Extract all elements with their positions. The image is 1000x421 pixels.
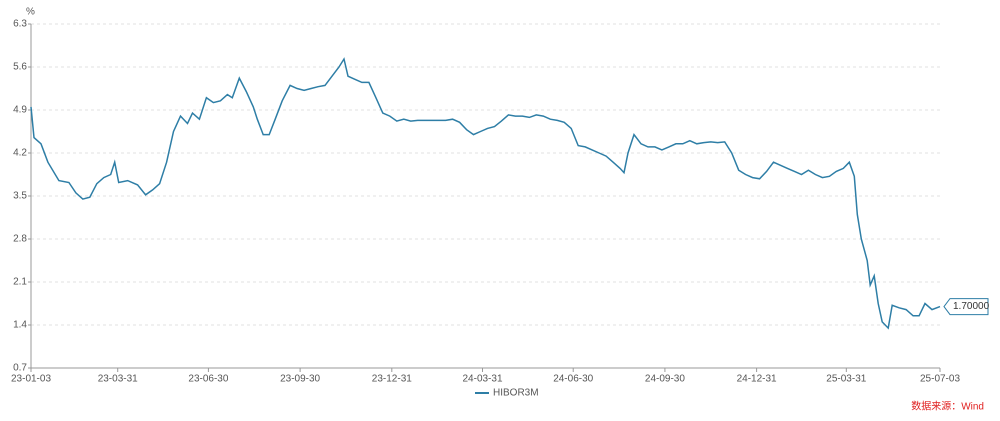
- x-tick-label: 24-06-30: [553, 374, 593, 385]
- x-tick-label: 24-03-31: [462, 374, 502, 385]
- y-tick-label: 4.2: [13, 148, 27, 159]
- y-tick-label: 3.5: [13, 191, 27, 202]
- line: [30, 57, 941, 330]
- y-tick-label: 1.4: [13, 320, 27, 331]
- x-tick-label: 23-06-30: [188, 374, 228, 385]
- x-tick-label: 23-03-31: [98, 374, 138, 385]
- x-tick-label: 23-12-31: [372, 374, 412, 385]
- x-tick-label: 23-09-30: [280, 374, 320, 385]
- y-tick-label: 0.7: [13, 363, 27, 374]
- x-tick-label: 23-01-03: [11, 374, 51, 385]
- legend-label: HIBOR3M: [493, 388, 539, 399]
- x-tick-label: 24-09-30: [645, 374, 685, 385]
- y-unit: %: [26, 7, 35, 18]
- source: 数据来源：Wind: [911, 400, 984, 413]
- x-tick-label: 24-12-31: [737, 374, 777, 385]
- y-tick-label: 2.8: [13, 234, 27, 245]
- y-tick-label: 6.3: [13, 19, 27, 30]
- value-label-box: [943, 298, 989, 316]
- x-tick-label: 25-03-31: [826, 374, 866, 385]
- y-tick-label: 4.9: [13, 105, 27, 116]
- value-label: 1.70000: [953, 301, 990, 312]
- y-tick-label: 5.6: [13, 62, 27, 73]
- x-tick-label: 25-07-03: [920, 374, 960, 385]
- y-tick-label: 2.1: [13, 277, 27, 288]
